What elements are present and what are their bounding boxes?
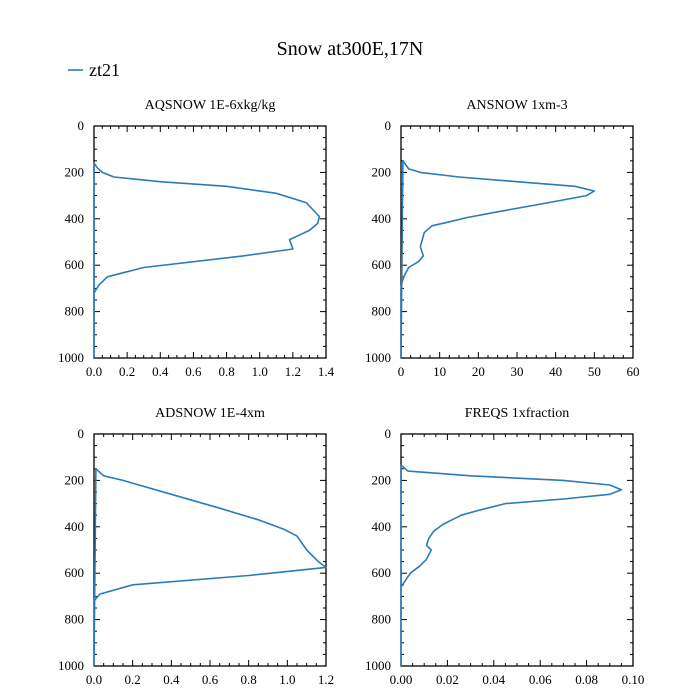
y-tick-label: 0 xyxy=(78,426,85,441)
y-tick-label: 600 xyxy=(65,565,85,580)
y-tick-label: 400 xyxy=(65,211,85,226)
y-tick-label: 0 xyxy=(78,118,85,133)
x-tick-label: 0.4 xyxy=(163,672,180,687)
x-tick-label: 0.2 xyxy=(119,364,135,379)
x-tick-label: 0.02 xyxy=(436,672,459,687)
panel-title-freqs: FREQS 1xfraction xyxy=(465,406,570,421)
x-tick-label: 60 xyxy=(627,364,640,379)
plot-frame xyxy=(93,433,327,667)
chart-ansnow: ANSNOW 1xm-30 10 20 30 40 50 60020040060080010… xyxy=(365,98,640,379)
plot-frame xyxy=(400,125,634,359)
x-tick-label: 0.0 xyxy=(86,364,102,379)
y-tick-label: 600 xyxy=(372,565,392,580)
y-tick-label: 800 xyxy=(372,612,392,627)
chart-freqs: FREQS 1xfraction 0.00 0.02 0.04 0.06 0.08 0.10… xyxy=(365,406,644,687)
x-tick-label: 1.0 xyxy=(252,364,268,379)
x-tick-label: 1.4 xyxy=(318,364,335,379)
plot-frame xyxy=(400,433,634,667)
y-tick-label: 600 xyxy=(65,257,85,272)
y-tick-label: 0 xyxy=(385,426,392,441)
x-tick-label: 0.4 xyxy=(152,364,169,379)
panel-title-aqsnow: AQSNOW 1E-6xkg/kg xyxy=(145,98,276,113)
chart-aqsnow: AQSNOW 1E-6xkg/kg 0.0 0.2 0.4 0.6 0.8 1.0 1.2 1.… xyxy=(58,98,335,379)
series-line-zt21-freqs xyxy=(400,464,623,666)
x-tick-label: 0.2 xyxy=(125,672,141,687)
panel-title-ansnow: ANSNOW 1xm-3 xyxy=(466,98,567,113)
series-line-zt21-ansnow xyxy=(400,160,596,359)
x-tick-label: 1.2 xyxy=(285,364,301,379)
x-tick-label: 10 xyxy=(433,364,446,379)
y-tick-label: 400 xyxy=(372,211,392,226)
x-tick-label: 0.04 xyxy=(482,672,505,687)
y-tick-label: 200 xyxy=(372,164,392,179)
y-tick-label: 1000 xyxy=(58,658,84,673)
x-tick-label: 0.6 xyxy=(202,672,219,687)
x-tick-label: 0.06 xyxy=(529,672,552,687)
x-tick-label: 1.0 xyxy=(279,672,295,687)
x-tick-label: 40 xyxy=(549,364,562,379)
x-tick-label: 0.0 xyxy=(86,672,102,687)
x-tick-label: 50 xyxy=(588,364,601,379)
y-tick-label: 200 xyxy=(65,472,85,487)
x-tick-label: 0.08 xyxy=(575,672,598,687)
legend-label: zt21 xyxy=(89,60,120,80)
x-tick-label: 0.8 xyxy=(218,364,234,379)
series-line-zt21-adsnow xyxy=(93,467,327,667)
x-tick-label: 0.8 xyxy=(241,672,257,687)
panel-title-adsnow: ADSNOW 1E-4xm xyxy=(155,406,265,421)
y-tick-label: 800 xyxy=(65,612,85,627)
chart-adsnow: ADSNOW 1E-4xm 0.0 0.2 0.4 0.6 0.8 1.0 1.2 0 200 40… xyxy=(58,406,334,687)
x-tick-label: 20 xyxy=(472,364,485,379)
y-tick-label: 1000 xyxy=(58,350,84,365)
x-tick-label: 1.2 xyxy=(318,672,334,687)
y-tick-label: 800 xyxy=(65,304,85,319)
legend: zt21 xyxy=(68,60,120,80)
y-tick-label: 400 xyxy=(372,519,392,534)
figure-title: Snow at300E,17N xyxy=(277,38,424,60)
plot-frame xyxy=(93,125,327,359)
y-tick-label: 200 xyxy=(65,164,85,179)
series-line-zt21-aqsnow xyxy=(93,162,321,358)
y-tick-label: 800 xyxy=(372,304,392,319)
x-tick-label: 0 xyxy=(398,364,405,379)
y-tick-label: 0 xyxy=(385,118,392,133)
y-tick-label: 200 xyxy=(372,472,392,487)
x-tick-label: 0.6 xyxy=(185,364,202,379)
y-tick-label: 1000 xyxy=(365,350,391,365)
x-tick-label: 0.10 xyxy=(622,672,645,687)
y-tick-label: 400 xyxy=(65,519,85,534)
y-tick-label: 600 xyxy=(372,257,392,272)
x-tick-label: 30 xyxy=(511,364,524,379)
x-tick-label: 0.00 xyxy=(390,672,413,687)
y-tick-label: 1000 xyxy=(365,658,391,673)
